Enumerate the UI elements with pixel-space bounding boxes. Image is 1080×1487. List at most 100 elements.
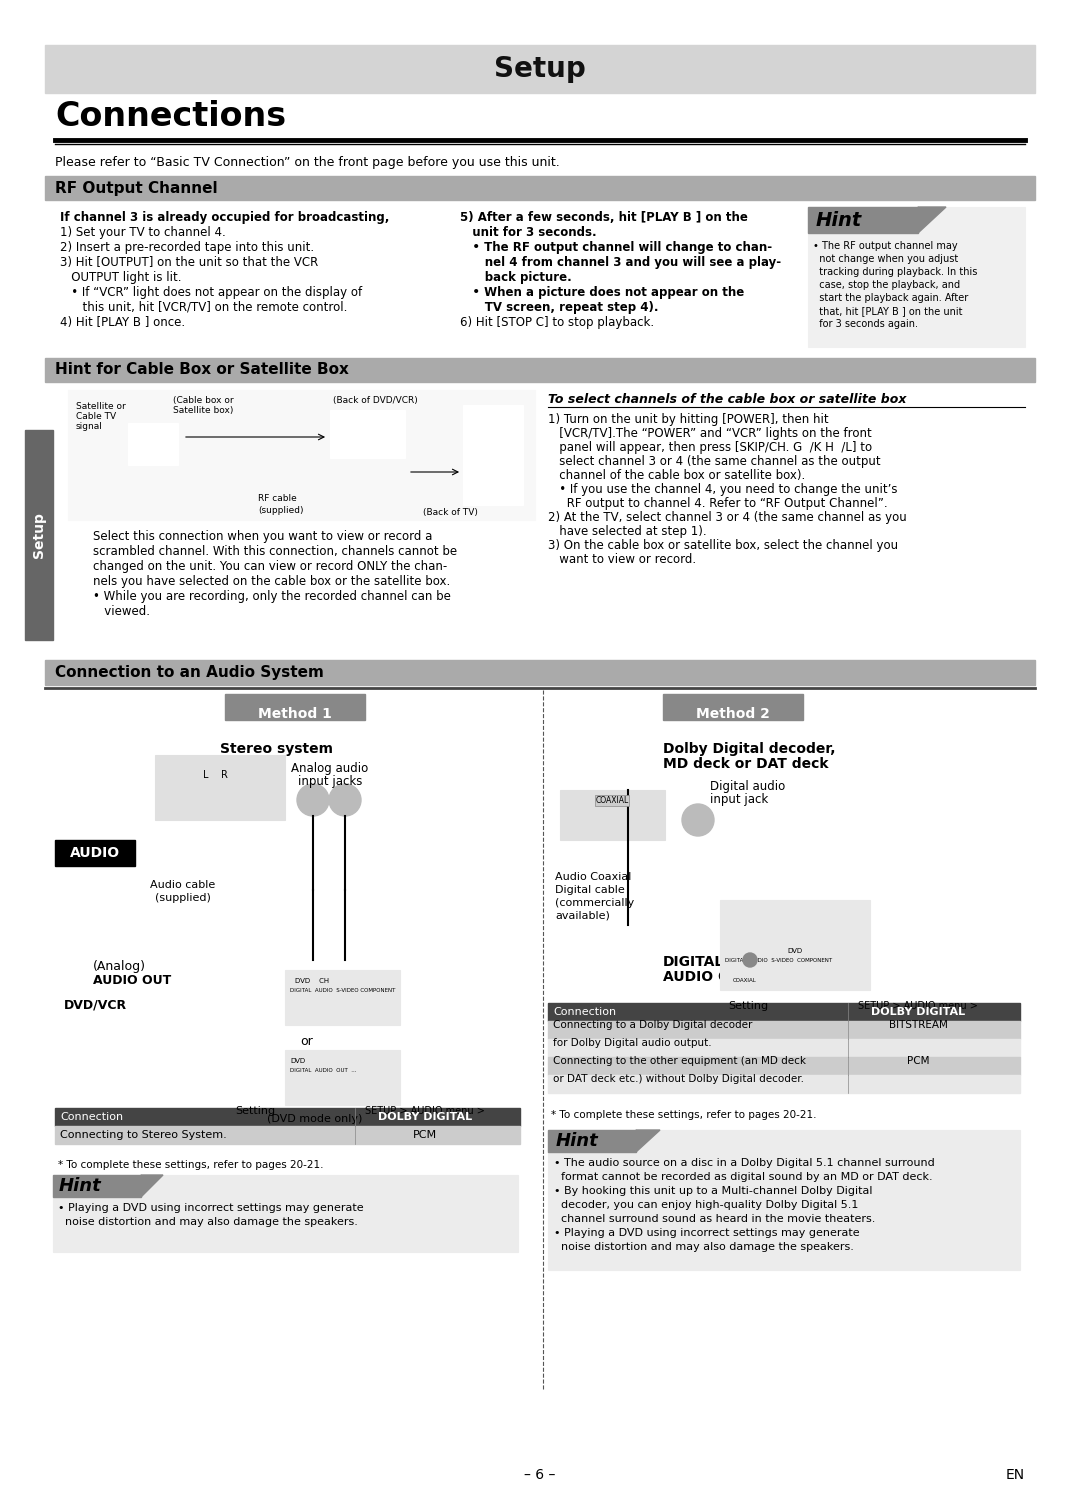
- Circle shape: [743, 953, 757, 967]
- Text: • The RF output channel may: • The RF output channel may: [813, 241, 958, 251]
- Text: want to view or record.: want to view or record.: [548, 553, 697, 567]
- Text: (Analog): (Analog): [93, 961, 146, 972]
- Text: PCM: PCM: [907, 1056, 929, 1066]
- Text: COAXIAL: COAXIAL: [733, 978, 757, 983]
- Text: • When a picture does not appear on the: • When a picture does not appear on the: [460, 286, 744, 299]
- Bar: [55, 1126, 519, 1144]
- Text: tracking during playback. In this: tracking during playback. In this: [813, 268, 977, 277]
- Text: * To complete these settings, refer to pages 20-21.: * To complete these settings, refer to p…: [551, 1109, 816, 1120]
- Bar: [53, 1175, 518, 1252]
- Text: Audio cable: Audio cable: [150, 880, 216, 891]
- Text: Satellite box): Satellite box): [173, 406, 233, 415]
- Text: Analog audio: Analog audio: [292, 761, 368, 775]
- Text: Connecting to Stereo System.: Connecting to Stereo System.: [60, 1130, 227, 1141]
- Bar: [561, 790, 665, 840]
- Text: format cannot be recorded as digital sound by an MD or DAT deck.: format cannot be recorded as digital sou…: [554, 1172, 933, 1182]
- Text: AUDIO: AUDIO: [70, 846, 120, 859]
- Text: Setting: Setting: [728, 1001, 768, 1011]
- Text: COAXIAL: COAXIAL: [595, 796, 629, 804]
- Bar: [68, 390, 535, 520]
- Text: or: or: [300, 1035, 313, 1048]
- Polygon shape: [636, 1130, 660, 1152]
- Text: scrambled channel. With this connection, channels cannot be: scrambled channel. With this connection,…: [93, 546, 457, 558]
- Text: SETUP > AUDIO menu >: SETUP > AUDIO menu >: [365, 1106, 485, 1117]
- Text: [VCR/TV].The “POWER” and “VCR” lights on the front: [VCR/TV].The “POWER” and “VCR” lights on…: [548, 427, 872, 440]
- Text: (DVD mode only): (DVD mode only): [268, 1114, 363, 1124]
- Text: If channel 3 is already occupied for broadcasting,: If channel 3 is already occupied for bro…: [60, 211, 390, 225]
- Bar: [808, 207, 918, 233]
- Text: 1) Turn on the unit by hitting [POWER], then hit: 1) Turn on the unit by hitting [POWER], …: [548, 413, 828, 425]
- Text: SETUP > AUDIO menu >: SETUP > AUDIO menu >: [859, 1001, 977, 1011]
- Bar: [156, 755, 285, 819]
- Text: Connection: Connection: [553, 1007, 616, 1017]
- Text: viewed.: viewed.: [93, 605, 150, 619]
- Text: AUDIO OUT: AUDIO OUT: [663, 970, 751, 984]
- Text: Connecting to the other equipment (an MD deck: Connecting to the other equipment (an MD…: [553, 1056, 806, 1066]
- Text: select channel 3 or 4 (the same channel as the output: select channel 3 or 4 (the same channel …: [548, 455, 880, 468]
- Text: Setup: Setup: [495, 55, 585, 83]
- Text: Setting: Setting: [235, 1106, 275, 1117]
- Text: 2) At the TV, select channel 3 or 4 (the same channel as you: 2) At the TV, select channel 3 or 4 (the…: [548, 512, 907, 523]
- Bar: [808, 207, 1025, 346]
- Text: (supplied): (supplied): [258, 506, 303, 515]
- Bar: [55, 1108, 519, 1126]
- Text: – 6 –: – 6 –: [524, 1468, 556, 1483]
- Text: unit for 3 seconds.: unit for 3 seconds.: [460, 226, 596, 239]
- Text: Hint: Hint: [816, 211, 862, 229]
- Text: Please refer to “Basic TV Connection” on the front page before you use this unit: Please refer to “Basic TV Connection” on…: [55, 156, 559, 170]
- Bar: [663, 694, 804, 720]
- Bar: [45, 660, 1035, 686]
- Bar: [548, 1130, 1020, 1270]
- Bar: [225, 694, 365, 720]
- Polygon shape: [141, 1175, 163, 1197]
- Text: (supplied): (supplied): [156, 894, 211, 903]
- Bar: [548, 1075, 1020, 1093]
- Text: (Back of TV): (Back of TV): [423, 509, 477, 517]
- Text: Connection: Connection: [60, 1112, 123, 1123]
- Text: TV screen, repeat step 4).: TV screen, repeat step 4).: [460, 300, 659, 314]
- Text: AUDIO OUT: AUDIO OUT: [93, 974, 172, 987]
- Bar: [55, 840, 135, 865]
- Text: Hint: Hint: [59, 1178, 102, 1196]
- Bar: [45, 175, 1035, 199]
- Text: Hint: Hint: [556, 1132, 598, 1149]
- Text: Connecting to a Dolby Digital decoder: Connecting to a Dolby Digital decoder: [553, 1020, 753, 1030]
- Text: Connections: Connections: [55, 100, 286, 132]
- Text: OUTPUT light is lit.: OUTPUT light is lit.: [60, 271, 181, 284]
- Text: DVD    CH: DVD CH: [295, 978, 329, 984]
- Text: RF cable: RF cable: [258, 494, 297, 503]
- Text: To select channels of the cable box or satellite box: To select channels of the cable box or s…: [548, 393, 906, 406]
- Text: • The RF output channel will change to chan-: • The RF output channel will change to c…: [460, 241, 772, 254]
- Bar: [45, 358, 1035, 382]
- Bar: [330, 410, 405, 458]
- Text: DVD: DVD: [787, 949, 802, 955]
- Text: DVD: DVD: [291, 1057, 306, 1065]
- Text: * To complete these settings, refer to pages 20-21.: * To complete these settings, refer to p…: [58, 1160, 324, 1170]
- Bar: [285, 1050, 400, 1105]
- Bar: [548, 1039, 1020, 1057]
- Text: or DAT deck etc.) without Dolby Digital decoder.: or DAT deck etc.) without Dolby Digital …: [553, 1074, 804, 1084]
- Text: 5) After a few seconds, hit [PLAY B ] on the: 5) After a few seconds, hit [PLAY B ] on…: [460, 211, 747, 225]
- Text: Satellite or: Satellite or: [76, 401, 125, 410]
- Text: Setup: Setup: [32, 512, 46, 558]
- Text: Select this connection when you want to view or record a: Select this connection when you want to …: [93, 529, 432, 543]
- Text: • Playing a DVD using incorrect settings may generate: • Playing a DVD using incorrect settings…: [58, 1203, 364, 1213]
- Text: 3) On the cable box or satellite box, select the channel you: 3) On the cable box or satellite box, se…: [548, 538, 899, 552]
- Text: • By hooking this unit up to a Multi-channel Dolby Digital: • By hooking this unit up to a Multi-cha…: [554, 1187, 873, 1196]
- Bar: [55, 992, 135, 1019]
- Text: have selected at step 1).: have selected at step 1).: [548, 525, 706, 538]
- Text: RF output to channel 4. Refer to “RF Output Channel”.: RF output to channel 4. Refer to “RF Out…: [548, 497, 888, 510]
- Text: that, hit [PLAY B ] on the unit: that, hit [PLAY B ] on the unit: [813, 306, 962, 317]
- Text: channel of the cable box or satellite box).: channel of the cable box or satellite bo…: [548, 468, 806, 482]
- Text: case, stop the playback, and: case, stop the playback, and: [813, 280, 960, 290]
- Circle shape: [681, 804, 714, 836]
- Bar: [53, 1175, 141, 1197]
- Circle shape: [297, 784, 329, 816]
- Text: 3) Hit [OUTPUT] on the unit so that the VCR: 3) Hit [OUTPUT] on the unit so that the …: [60, 256, 319, 269]
- Bar: [129, 422, 178, 465]
- Polygon shape: [918, 207, 946, 233]
- Text: Method 1: Method 1: [258, 706, 332, 721]
- Text: DIGITAL  AUDIO  S-VIDEO COMPONENT: DIGITAL AUDIO S-VIDEO COMPONENT: [291, 987, 395, 993]
- Text: noise distortion and may also damage the speakers.: noise distortion and may also damage the…: [58, 1216, 357, 1227]
- Text: Hint for Cable Box or Satellite Box: Hint for Cable Box or Satellite Box: [55, 363, 349, 378]
